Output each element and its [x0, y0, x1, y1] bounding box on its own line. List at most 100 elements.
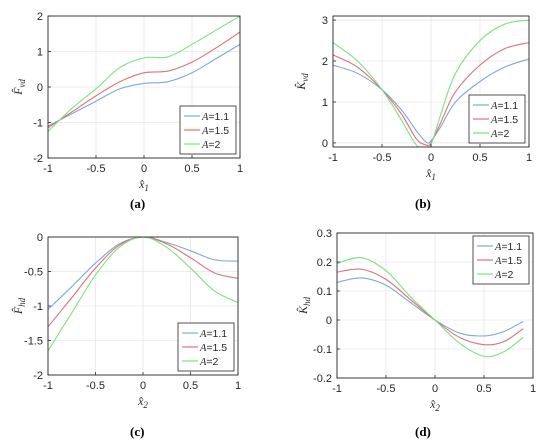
ytick-label-d-0: -0.2: [313, 373, 332, 385]
ytick-label-b-1: 1: [322, 97, 328, 109]
legend-var-d-0: A: [494, 242, 502, 253]
legend-label-b-0: A=1.1: [490, 100, 518, 112]
ytick-label-d-3: 0.1: [317, 286, 332, 298]
legend-label-b-2: A=2: [490, 128, 510, 140]
series-line-c-0: [48, 237, 238, 310]
legend-val-d-1: =1.5: [501, 255, 522, 267]
legend-label-a-0: A=1.1: [201, 111, 229, 123]
xtick-label-a-3: 0.5: [184, 163, 199, 175]
ylabel-sub-a: vd: [17, 79, 27, 88]
legend-label-c-1: A=1.5: [199, 342, 227, 354]
ytick-label-c-3: -0.5: [24, 267, 43, 279]
ytick-label-b-2: 2: [322, 56, 328, 68]
legend-val-c-0: =1.1: [206, 328, 227, 340]
caption-a: (a): [130, 196, 146, 211]
xtick-label-d-1: -0.5: [377, 383, 396, 395]
ylabel-d: K̂hd: [296, 296, 312, 315]
legend-var-a-0: A: [201, 112, 209, 123]
series-line-d-2: [337, 256, 524, 358]
xlabel-sub-a: 1: [144, 183, 149, 193]
legend-val-b-1: =1.5: [497, 114, 518, 126]
xlabel-b: x̂1: [425, 166, 436, 182]
legend-val-a-0: =1.1: [208, 111, 229, 123]
ytick-label-c-2: -1: [33, 301, 43, 313]
caption-b: (b): [415, 196, 431, 211]
xlabel-sub-b: 1: [431, 172, 436, 182]
legend-var-c-0: A: [199, 329, 207, 340]
series-line-c-1: [48, 237, 238, 328]
legend-val-a-1: =1.5: [208, 125, 229, 137]
xtick-label-b-0: -1: [328, 152, 338, 164]
xtick-label-a-2: 0: [141, 163, 147, 175]
chart-c: -1 -0.5 0 0.5 1-2-1.5-1-0.50x̂2F̂hdA=1.1A=1.…: [11, 232, 241, 410]
series-line-a-1: [48, 31, 240, 129]
legend-var-b-1: A: [490, 115, 498, 126]
ylabel-main-b: K̂: [294, 81, 308, 91]
xtick-label-d-2: 0: [432, 383, 438, 395]
legend-label-a-1: A=1.5: [201, 125, 229, 137]
ylabel-main-c: F̂: [11, 306, 25, 315]
series-line-c-2: [48, 237, 238, 352]
ytick-label-a-3: 1: [37, 47, 43, 59]
xtick-label-a-1: -0.5: [87, 163, 106, 175]
ylabel-main-a: F̂: [11, 87, 25, 96]
ytick-label-d-2: 0: [326, 315, 332, 327]
legend-label-d-2: A=2: [494, 269, 514, 281]
ytick-label-d-1: -0.1: [313, 344, 332, 356]
legend-var-d-2: A: [494, 270, 502, 281]
xtick-label-c-0: -1: [43, 380, 53, 392]
legend-a: A=1.1A=1.5A=2: [179, 105, 237, 155]
ytick-label-a-1: -1: [33, 118, 43, 130]
ylabel-b: K̂vd: [294, 73, 310, 91]
xlabel-c: x̂2: [137, 394, 148, 410]
ylabel-main-d: K̂: [296, 305, 310, 315]
legend-var-a-1: A: [201, 126, 209, 137]
ylabel-sub-d: hd: [302, 296, 312, 306]
legend-label-c-0: A=1.1: [199, 328, 227, 340]
legend-val-d-2: =2: [501, 269, 513, 281]
xlabel-main-c: x̂: [137, 394, 144, 408]
legend-var-b-2: A: [490, 129, 498, 140]
xlabel-main-a: x̂: [138, 177, 145, 191]
series-line-d-0: [337, 277, 524, 337]
legend-var-b-0: A: [490, 101, 498, 112]
legend-label-c-2: A=2: [199, 356, 219, 368]
legend-val-a-2: =2: [208, 139, 220, 151]
legend-label-d-1: A=1.5: [494, 255, 522, 267]
xtick-label-b-1: -0.5: [373, 152, 392, 164]
xtick-label-c-4: 1: [235, 380, 241, 392]
ylabel-a: F̂vd: [11, 79, 27, 96]
legend-var-c-1: A: [199, 343, 207, 354]
series-line-a-2: [48, 16, 240, 132]
ytick-label-b-0: 0: [322, 138, 328, 150]
xtick-label-d-3: 0.5: [476, 383, 491, 395]
ylabel-sub-c: hd: [17, 297, 27, 307]
caption-d: (d): [415, 424, 431, 439]
ytick-label-a-2: 0: [37, 82, 43, 94]
xtick-label-c-2: 0: [140, 380, 146, 392]
ytick-label-d-4: 0.2: [317, 257, 332, 269]
xtick-label-a-4: 1: [237, 163, 243, 175]
xtick-label-b-4: 1: [526, 152, 532, 164]
legend-var-a-2: A: [201, 140, 209, 151]
legend-b: A=1.1A=1.5A=2: [468, 94, 526, 144]
legend-label-b-1: A=1.5: [490, 114, 518, 126]
xtick-label-d-0: -1: [332, 383, 342, 395]
xlabel-sub-d: 2: [435, 403, 440, 413]
legend-val-c-1: =1.5: [206, 342, 227, 354]
legend-label-d-0: A=1.1: [494, 241, 522, 253]
xlabel-main-d: x̂: [429, 397, 436, 411]
xlabel-main-b: x̂: [425, 166, 432, 180]
xtick-label-c-1: -0.5: [86, 380, 105, 392]
chart-d: -1 -0.5 0 0.5 1-0.2-0.100.10.20.3x̂2K̂hdA=1.…: [296, 228, 536, 413]
legend-val-d-0: =1.1: [501, 241, 522, 253]
ytick-label-c-0: -2: [33, 370, 43, 382]
xlabel-a: x̂1: [138, 177, 149, 193]
legend-val-c-2: =2: [206, 356, 218, 368]
xlabel-d: x̂2: [429, 397, 440, 413]
ytick-label-a-0: -2: [33, 153, 43, 165]
legend-c: A=1.1A=1.5A=2: [177, 322, 235, 372]
